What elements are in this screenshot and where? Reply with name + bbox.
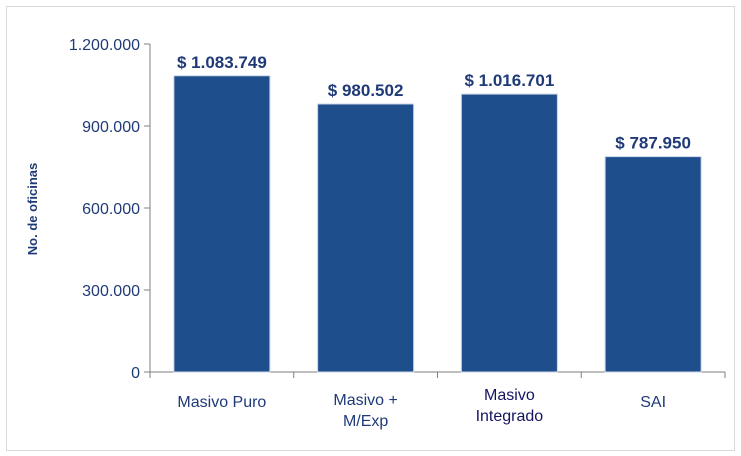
y-tick-label: 900.000 <box>82 119 140 136</box>
x-category-label: Integrado <box>476 408 544 425</box>
y-tick-label: 1.200.000 <box>69 37 140 54</box>
x-category-label: Masivo Puro <box>177 394 266 411</box>
bars <box>173 75 702 373</box>
x-axis <box>149 371 726 378</box>
y-axis-label: No. de oficinas <box>25 163 40 255</box>
y-tick-label: 300.000 <box>82 283 140 300</box>
bar <box>604 156 702 373</box>
x-category-label: Masivo <box>484 387 535 404</box>
y-tick-label: 0 <box>131 365 140 382</box>
data-label: $ 1.016.701 <box>464 71 554 90</box>
bar-chart: 0 300.000 600.000 900.000 1.200.000 $ 1.083.… <box>25 37 726 430</box>
x-category-label: Masivo + <box>333 392 397 409</box>
y-tick-label: 600.000 <box>82 201 140 218</box>
data-labels: $ 1.083.749 $ 980.502 $ 1.016.701 $ 787.950 <box>177 53 691 153</box>
bar <box>173 75 271 373</box>
bar <box>460 93 558 373</box>
category-labels: Masivo Puro Masivo + M/Exp Masivo Integrado S… <box>177 387 666 430</box>
x-category-label: SAI <box>640 394 666 411</box>
chart-frame: 0 300.000 600.000 900.000 1.200.000 $ 1.083.… <box>6 6 735 451</box>
x-category-label: M/Exp <box>343 413 388 430</box>
data-label: $ 787.950 <box>615 134 691 153</box>
data-label: $ 1.083.749 <box>177 53 267 72</box>
bar <box>317 103 415 373</box>
data-label: $ 980.502 <box>328 81 404 100</box>
y-axis: 0 300.000 600.000 900.000 1.200.000 <box>69 37 151 382</box>
